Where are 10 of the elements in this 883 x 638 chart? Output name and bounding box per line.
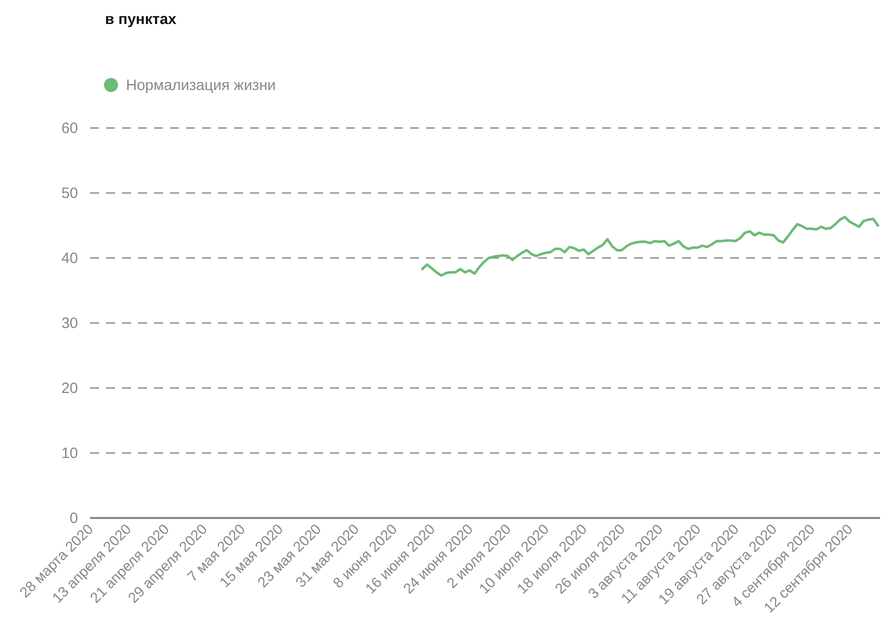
y-tick-label: 60 bbox=[61, 120, 78, 137]
line-series bbox=[421, 216, 880, 277]
y-tick-label: 10 bbox=[61, 445, 78, 462]
legend-label: Нормализация жизни bbox=[126, 77, 276, 94]
chart-title: в пунктах bbox=[105, 11, 178, 28]
y-tick-label: 40 bbox=[61, 250, 78, 267]
y-tick-label: 50 bbox=[61, 185, 78, 202]
y-tick-label: 0 bbox=[70, 510, 78, 527]
y-tick-label: 20 bbox=[61, 380, 78, 397]
y-tick-label: 30 bbox=[61, 315, 78, 332]
